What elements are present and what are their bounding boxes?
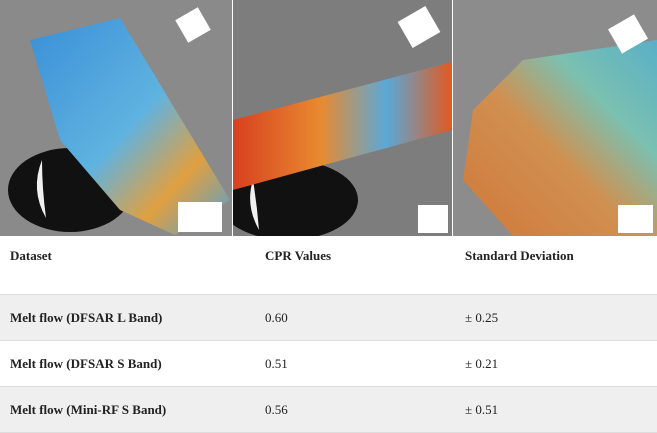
table-cell: Melt flow (DFSAR S Band) bbox=[0, 341, 255, 387]
image-mini-rf bbox=[453, 0, 657, 236]
header-cell: Standard Deviation bbox=[455, 238, 657, 295]
table-row: Melt flow (DFSAR S Band)0.51± 0.21 bbox=[0, 341, 657, 387]
header-cell: CPR Values bbox=[255, 238, 455, 295]
table-cell: ± 0.51 bbox=[455, 387, 657, 433]
image-dfsar-l bbox=[0, 0, 232, 236]
table-cell: Melt flow (Mini-RF S Band) bbox=[0, 387, 255, 433]
table-cell: 0.60 bbox=[255, 295, 455, 341]
table-cell: 0.56 bbox=[255, 387, 455, 433]
table-cell: Melt flow (DFSAR L Band) bbox=[0, 295, 255, 341]
table-row: Melt flow (Mini-RF S Band)0.56± 0.51 bbox=[0, 387, 657, 433]
image-dfsar-s bbox=[233, 0, 452, 236]
table-cell: ± 0.21 bbox=[455, 341, 657, 387]
results-table: Dataset CPR Values Standard Deviation Me… bbox=[0, 238, 657, 433]
header-cell: Dataset bbox=[0, 238, 255, 295]
header-row: Dataset CPR Values Standard Deviation bbox=[0, 238, 657, 295]
table-row: Melt flow (DFSAR L Band)0.60± 0.25 bbox=[0, 295, 657, 341]
page: Dataset CPR Values Standard Deviation Me… bbox=[0, 0, 657, 409]
table-cell: 0.51 bbox=[255, 341, 455, 387]
table-cell: ± 0.25 bbox=[455, 295, 657, 341]
